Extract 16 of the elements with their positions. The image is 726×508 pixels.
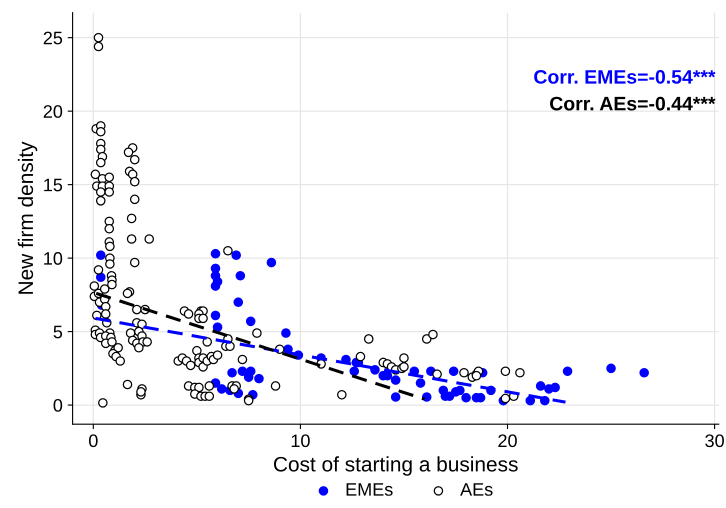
y-tick-label: 15 (44, 178, 62, 192)
x-tick-label: 0 (88, 434, 98, 448)
annotation: Corr. AEs=-0.44*** (550, 96, 716, 111)
x-tick-label: 30 (705, 434, 724, 448)
legend-label: EMEs (346, 483, 393, 496)
y-tick-label: 5 (54, 326, 62, 338)
y-tick-label: 10 (44, 252, 62, 265)
x-axis-title: Cost of starting a business (274, 456, 518, 476)
legend-label: AEs (460, 483, 493, 496)
x-tick-label: 20 (498, 434, 517, 448)
x-tick-label: 10 (292, 434, 310, 448)
y-tick-label: 0 (54, 399, 62, 412)
y-tick-label: 20 (44, 105, 62, 118)
y-tick-label: 25 (44, 32, 62, 44)
y-axis-title: New firm density (18, 141, 38, 294)
annotation: Corr. EMEs=-0.54*** (534, 70, 716, 84)
